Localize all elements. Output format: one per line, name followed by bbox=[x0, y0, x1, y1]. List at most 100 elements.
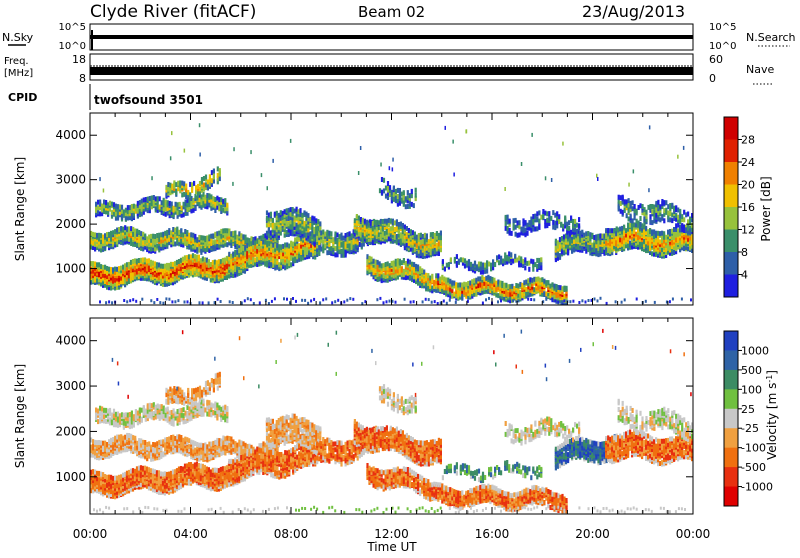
echo-cell bbox=[396, 240, 398, 245]
echo-cell bbox=[530, 259, 532, 264]
echo-cell bbox=[525, 280, 527, 285]
echo-cell bbox=[548, 211, 550, 216]
echo-cell bbox=[509, 228, 511, 233]
echo-cell bbox=[653, 229, 655, 234]
echo-cell bbox=[205, 182, 207, 187]
echo-cell bbox=[485, 276, 487, 281]
echo-cell bbox=[416, 243, 418, 248]
echo-cell bbox=[364, 219, 366, 224]
echo-cell bbox=[488, 262, 490, 267]
echo-cell bbox=[309, 232, 311, 237]
echo-cell bbox=[109, 201, 111, 206]
freq-series bbox=[90, 67, 693, 75]
echo-cell bbox=[534, 227, 536, 232]
echo-cell bbox=[607, 237, 609, 242]
echo-cell bbox=[115, 211, 117, 216]
echo-cell bbox=[133, 204, 135, 209]
echo-cell bbox=[545, 280, 547, 285]
echo-cell bbox=[552, 225, 554, 230]
echo-cell bbox=[383, 178, 385, 183]
echo-cell bbox=[112, 267, 114, 272]
echo-cell bbox=[394, 227, 396, 232]
nave-tick-top: 60 bbox=[709, 53, 723, 66]
echo-cell bbox=[116, 228, 118, 233]
echo-cell bbox=[186, 230, 188, 235]
echo-cell bbox=[217, 173, 219, 178]
echo-cell bbox=[165, 200, 167, 205]
echo-cell bbox=[172, 227, 174, 232]
echo-cell bbox=[568, 226, 570, 231]
echo-cell bbox=[643, 207, 645, 212]
echo-cell bbox=[591, 243, 593, 248]
echo-cell bbox=[244, 263, 246, 268]
echo-cell bbox=[360, 217, 362, 222]
echo-cell bbox=[326, 250, 328, 255]
echo-cell bbox=[286, 248, 288, 253]
echo-cell bbox=[218, 231, 220, 236]
echo-cell bbox=[161, 200, 163, 205]
echo-cell bbox=[524, 257, 526, 262]
echo-cell bbox=[140, 236, 142, 241]
echo-cell bbox=[435, 273, 437, 278]
echo-cell bbox=[428, 239, 430, 244]
echo-cell bbox=[345, 249, 347, 254]
echo-cell bbox=[412, 230, 414, 235]
echo-cell bbox=[94, 262, 96, 267]
echo-cell bbox=[118, 227, 120, 232]
echo-cell bbox=[192, 208, 194, 213]
echo-cell bbox=[226, 228, 228, 233]
echo-cell bbox=[548, 216, 550, 221]
echo-cell bbox=[411, 189, 413, 194]
echo-cell bbox=[332, 237, 334, 242]
echo-cell bbox=[137, 201, 139, 206]
echo-cell bbox=[517, 284, 519, 289]
echo-cell bbox=[404, 225, 406, 230]
echo-cell bbox=[524, 265, 526, 270]
echo-cell bbox=[587, 236, 589, 241]
echo-cell bbox=[445, 277, 447, 282]
echo-cell bbox=[157, 196, 159, 201]
echo-cell bbox=[232, 231, 234, 236]
echo-cell bbox=[621, 226, 623, 231]
echo-cell bbox=[179, 180, 181, 185]
echo-cell bbox=[479, 276, 481, 281]
echo-cell bbox=[420, 249, 422, 254]
echo-cell bbox=[264, 240, 266, 245]
echo-cell bbox=[390, 218, 392, 223]
echo-cell bbox=[456, 254, 458, 259]
echo-cell bbox=[442, 259, 444, 264]
echo-cell bbox=[487, 275, 489, 280]
freq-trace bbox=[90, 66, 693, 75]
echo-cell bbox=[368, 223, 370, 228]
echo-cell bbox=[532, 214, 534, 219]
echo-cell bbox=[391, 261, 393, 266]
echo-cell bbox=[140, 240, 142, 245]
echo-cell bbox=[394, 235, 396, 240]
echo-cell bbox=[212, 233, 214, 238]
echo-cell bbox=[358, 216, 360, 221]
echo-cell bbox=[647, 205, 649, 210]
echo-cell bbox=[210, 234, 212, 239]
echo-cell bbox=[160, 274, 162, 279]
echo-cell bbox=[667, 230, 669, 235]
echo-cell bbox=[519, 290, 521, 295]
echo-cell bbox=[437, 273, 439, 278]
echo-cell bbox=[495, 281, 497, 286]
echo-cell bbox=[639, 231, 641, 236]
echo-cell bbox=[246, 243, 248, 248]
echo-cell bbox=[555, 239, 557, 244]
echo-cell bbox=[174, 228, 176, 233]
echo-cell bbox=[540, 215, 542, 220]
echo-cell bbox=[343, 241, 345, 246]
echo-cell bbox=[667, 244, 669, 249]
echo-cell bbox=[526, 261, 528, 266]
echo-cell bbox=[142, 258, 144, 263]
echo-cell bbox=[106, 266, 108, 271]
echo-cell bbox=[97, 205, 99, 210]
echo-cell bbox=[383, 263, 385, 268]
echo-cell bbox=[381, 177, 383, 182]
station-title: Clyde River (fitACF) bbox=[90, 2, 256, 22]
echo-cell bbox=[203, 176, 205, 181]
echo-cell bbox=[639, 222, 641, 227]
echo-cell bbox=[468, 259, 470, 264]
